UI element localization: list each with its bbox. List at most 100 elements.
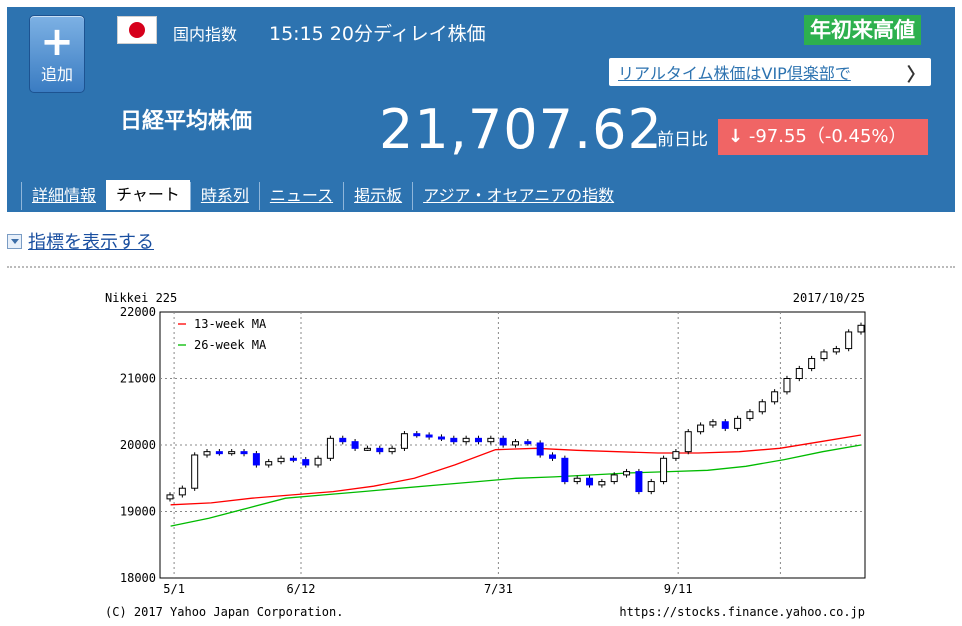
delay-info: 15:15 20分ディレイ株価: [269, 23, 486, 45]
candle: [820, 351, 828, 360]
y-tick-label: 20000: [120, 438, 156, 452]
candle: [783, 378, 791, 393]
chart-title: Nikkei 225: [105, 291, 177, 305]
candle: [721, 421, 729, 429]
candle: [363, 447, 371, 451]
tab-details[interactable]: 詳細情報: [21, 182, 106, 210]
candle: [660, 457, 668, 483]
candle: [647, 481, 655, 493]
candle: [228, 451, 236, 455]
candle: [351, 441, 359, 449]
candle: [425, 434, 433, 438]
prev-day-label: 前日比: [657, 130, 708, 150]
candle: [265, 461, 273, 466]
index-title: 日経平均株価: [120, 109, 253, 134]
candle: [376, 447, 384, 453]
candle: [771, 391, 779, 403]
candle: [524, 441, 532, 445]
candle: [400, 433, 408, 449]
candle: [499, 437, 507, 446]
candle: [215, 451, 223, 455]
ma13-line: [170, 434, 862, 506]
candle: [623, 471, 631, 476]
candle: [684, 431, 692, 453]
candle: [549, 454, 557, 459]
candle: [697, 424, 705, 433]
chart-date: 2017/10/25: [793, 291, 865, 305]
y-tick-label: 21000: [120, 372, 156, 386]
candle: [388, 447, 396, 453]
current-price: 21,707.62: [379, 98, 663, 161]
candle: [289, 457, 297, 461]
chevron-right-icon: 〉: [907, 65, 925, 86]
tab-asia-indices[interactable]: アジア・オセアニアの指数: [412, 182, 624, 210]
x-tick-label: 5/1: [163, 582, 185, 596]
nikkei-chart: Nikkei 225 2017/10/25 22000 21000 20000 19000…: [105, 291, 866, 619]
candle: [808, 358, 816, 370]
japan-flag-icon: [117, 16, 157, 44]
legend-ma13: 13-week MA: [194, 317, 267, 331]
tab-board[interactable]: 掲示板: [343, 182, 412, 210]
candle: [240, 451, 248, 455]
candle: [795, 368, 803, 380]
x-tick-label: 7/31: [484, 582, 513, 596]
candle: [191, 454, 199, 489]
candle: [709, 421, 717, 426]
ytd-high-badge: 年初来高値: [804, 15, 921, 45]
candle: [252, 453, 260, 466]
candle: [635, 471, 643, 493]
candle: [857, 324, 865, 333]
legend-ma26: 26-week MA: [194, 338, 267, 352]
expand-icon: [7, 233, 22, 249]
down-arrow-icon: ↓: [728, 126, 744, 147]
add-label: 追加: [40, 65, 73, 84]
candle: [326, 437, 334, 459]
candle: [610, 474, 618, 483]
tab-chart[interactable]: チャート: [106, 180, 190, 210]
candle: [746, 411, 754, 419]
chart-source-url: https://stocks.finance.yahoo.co.jp: [619, 605, 865, 619]
candle: [437, 436, 445, 440]
candle: [561, 457, 569, 483]
tab-timeseries[interactable]: 時系列: [189, 182, 259, 210]
candle: [314, 457, 322, 466]
candle: [277, 457, 285, 463]
candle: [536, 442, 544, 456]
candle: [203, 451, 211, 456]
tab-bar: 詳細情報 チャート 時系列 ニュース 掲示板 アジア・オセアニアの指数: [21, 180, 624, 210]
candle: [672, 451, 680, 459]
candle: [166, 494, 174, 500]
tab-news[interactable]: ニュース: [258, 182, 343, 210]
ma26-line: [170, 444, 862, 527]
candle: [178, 487, 186, 496]
y-tick-label: 19000: [120, 505, 156, 519]
candle: [734, 417, 742, 429]
show-indicators-label[interactable]: 指標を表示する: [28, 232, 154, 253]
candle: [512, 441, 519, 446]
add-button[interactable]: + 追加: [29, 15, 85, 93]
candle: [474, 437, 482, 443]
index-category: 国内指数: [173, 25, 238, 44]
divider: [7, 266, 955, 268]
show-indicators-toggle[interactable]: 指標を表示する: [7, 228, 154, 254]
vip-link-text[interactable]: リアルタイム株価はVIP倶楽部で: [618, 64, 851, 83]
candle: [573, 477, 581, 483]
candle: [586, 477, 594, 486]
vip-link[interactable]: リアルタイム株価はVIP倶楽部で 〉: [609, 58, 931, 86]
candle: [845, 331, 853, 350]
y-tick-label: 18000: [120, 571, 156, 585]
candle: [450, 437, 458, 443]
candle: [832, 348, 840, 353]
y-tick-label: 22000: [120, 305, 156, 319]
x-tick-label: 9/11: [664, 582, 693, 596]
candle: [339, 437, 347, 443]
candle: [758, 401, 766, 413]
price-change: ↓ -97.55（-0.45%）: [718, 119, 928, 155]
candle: [302, 459, 310, 466]
candle: [487, 437, 495, 443]
candle: [598, 481, 606, 486]
quote-header: + 追加 国内指数 15:15 20分ディレイ株価 年初来高値 リアルタイム株価…: [7, 7, 955, 212]
plus-icon: +: [40, 19, 74, 65]
candle: [413, 433, 421, 437]
candle: [462, 437, 470, 443]
